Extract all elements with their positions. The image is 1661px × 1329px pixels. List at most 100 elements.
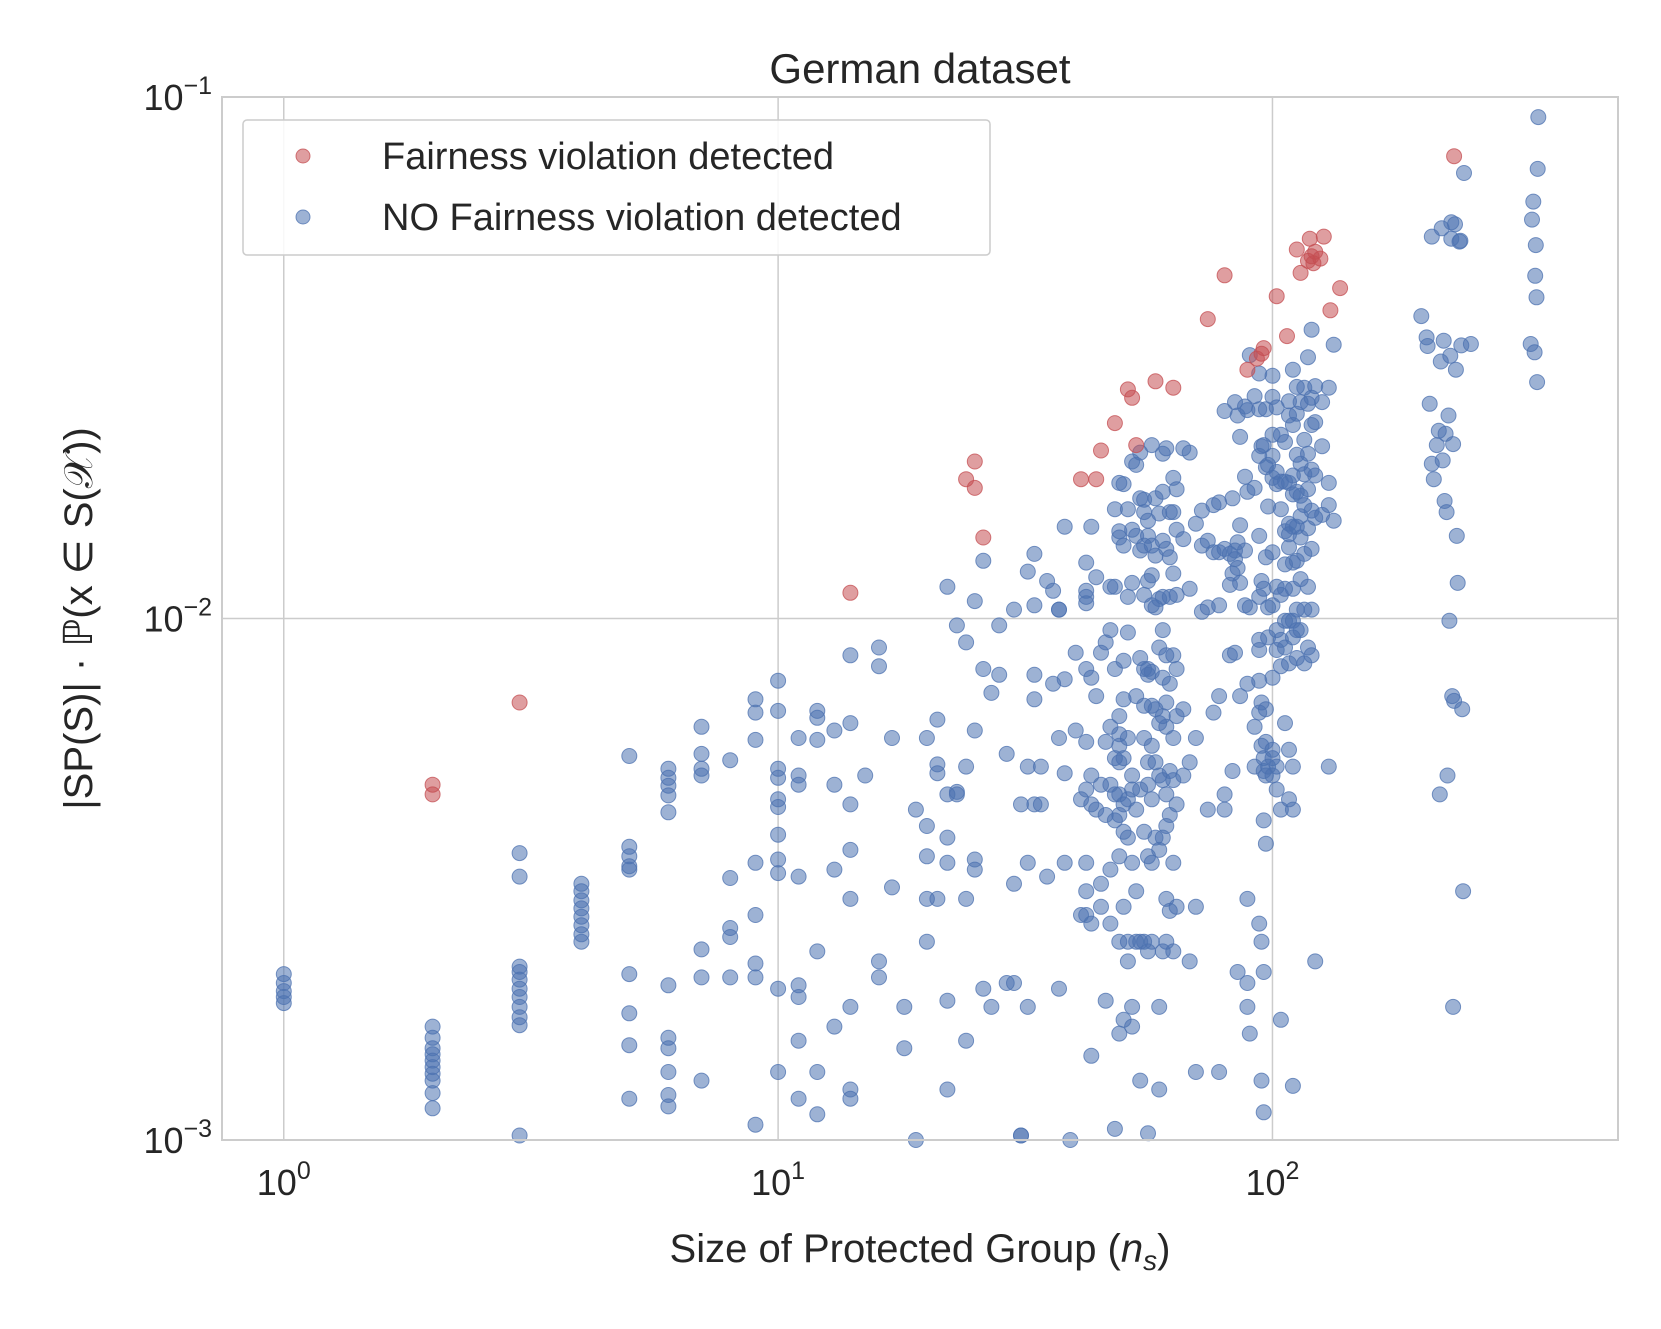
data-point — [1425, 471, 1442, 488]
data-point — [1083, 915, 1100, 932]
data-point — [871, 639, 887, 656]
data-point — [1175, 767, 1192, 784]
data-point — [1530, 109, 1547, 126]
data-point — [1438, 504, 1455, 521]
data-point — [1224, 490, 1241, 507]
data-point — [770, 826, 787, 843]
data-point — [975, 661, 992, 677]
data-point — [1232, 688, 1249, 705]
legend-marker-no-fairness-violation — [295, 209, 311, 225]
data-point — [1241, 599, 1258, 616]
data-point — [991, 666, 1008, 683]
data-point — [1268, 758, 1285, 775]
data-point — [1211, 597, 1228, 614]
data-point — [1078, 883, 1095, 900]
data-point — [1032, 758, 1049, 775]
data-point — [1158, 694, 1175, 711]
data-point — [693, 745, 710, 762]
data-point — [1441, 612, 1458, 629]
data-point — [884, 879, 900, 896]
data-point — [1102, 622, 1119, 639]
data-point — [1224, 763, 1241, 779]
data-point — [1307, 467, 1324, 484]
data-point — [511, 1017, 528, 1034]
data-point — [1255, 812, 1272, 829]
data-point — [1106, 578, 1123, 595]
data-point — [1241, 1025, 1258, 1042]
data-point — [939, 1081, 956, 1098]
data-point — [770, 1064, 787, 1080]
data-point — [1322, 302, 1339, 319]
y-tick-exponent: −2 — [183, 594, 212, 622]
data-point — [1078, 733, 1095, 750]
y-tick-base: 10 — [143, 599, 183, 640]
data-point — [1284, 801, 1301, 818]
data-point — [1332, 280, 1349, 297]
data-point — [1434, 452, 1451, 469]
data-point — [1119, 953, 1136, 970]
data-point — [770, 672, 787, 689]
data-point — [621, 1005, 638, 1022]
data-point — [1239, 361, 1256, 378]
data-point — [983, 998, 1000, 1015]
data-point — [770, 865, 787, 882]
data-point — [1431, 786, 1448, 803]
data-point — [1168, 481, 1185, 498]
data-point — [939, 829, 956, 846]
legend-label-no-fairness-violation: NO Fairness violation detected — [382, 197, 902, 239]
data-point — [693, 969, 710, 986]
data-point — [958, 634, 975, 651]
data-point — [1067, 722, 1084, 739]
data-point — [958, 890, 975, 907]
data-point — [1140, 776, 1156, 793]
data-point — [1119, 588, 1136, 605]
data-point — [1462, 336, 1479, 352]
data-point — [621, 966, 638, 983]
data-point — [1102, 861, 1119, 878]
data-point — [1253, 933, 1270, 950]
data-point — [1524, 211, 1540, 228]
data-point — [907, 801, 924, 818]
data-point — [1181, 953, 1198, 970]
data-point — [1442, 347, 1459, 364]
data-point — [1314, 438, 1331, 455]
data-point — [871, 658, 887, 675]
data-point — [842, 715, 859, 732]
data-point — [1181, 444, 1198, 461]
x-axis-label: Size of Protected Group (ns) — [670, 1227, 1171, 1276]
data-point — [747, 854, 764, 871]
data-point — [1158, 440, 1175, 457]
data-point — [1073, 471, 1089, 488]
data-point — [1251, 915, 1268, 932]
data-point — [1039, 868, 1056, 885]
data-point — [842, 796, 859, 813]
data-point — [948, 786, 965, 803]
legend-box — [242, 119, 991, 256]
data-point — [693, 941, 710, 958]
x-tick-exponent: 0 — [297, 1157, 311, 1185]
data-point — [1161, 675, 1178, 692]
data-point — [511, 694, 528, 711]
data-point — [1281, 741, 1297, 758]
data-point — [1124, 1018, 1141, 1035]
data-point — [1187, 1064, 1204, 1080]
data-point — [998, 745, 1015, 762]
data-point — [1320, 379, 1337, 396]
data-point — [511, 845, 528, 862]
data-point — [1165, 504, 1182, 521]
data-point — [1143, 854, 1160, 871]
data-point — [966, 593, 983, 610]
data-point — [1229, 560, 1246, 576]
data-point — [1525, 193, 1542, 210]
data-point — [1445, 998, 1462, 1015]
data-point — [983, 684, 1000, 701]
data-point — [1216, 267, 1233, 284]
data-point — [1102, 915, 1119, 932]
data-point — [1307, 414, 1324, 431]
data-point — [770, 980, 787, 997]
data-point — [1456, 165, 1472, 181]
data-point — [1088, 569, 1105, 586]
data-point — [1019, 854, 1036, 871]
data-point — [1211, 688, 1228, 705]
